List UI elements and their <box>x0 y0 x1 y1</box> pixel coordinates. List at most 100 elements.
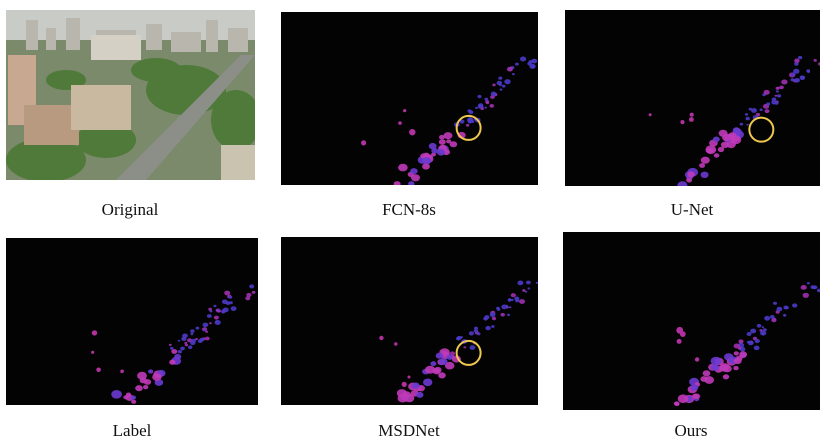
crowd-density-blob <box>191 339 196 343</box>
crowd-density-blob <box>777 307 783 312</box>
crowd-density-blob <box>205 337 210 341</box>
crowd-density-blob <box>734 358 742 364</box>
crowd-density-blob <box>511 293 516 297</box>
crowd-density-blob <box>764 90 770 95</box>
crowd-density-blob <box>760 108 763 111</box>
crowd-density-blob <box>379 336 383 340</box>
crowd-density-blob <box>723 374 729 379</box>
crowd-density-blob <box>436 353 444 359</box>
crowd-density-blob <box>515 299 519 302</box>
crowd-density-blob <box>772 98 777 102</box>
crowd-density-blob <box>750 329 756 334</box>
crowd-density-blob <box>469 110 474 114</box>
crowd-density-blob <box>209 322 212 324</box>
crowd-density-blob <box>185 344 188 347</box>
msdnet-result <box>281 237 538 405</box>
crowd-density-blob <box>776 87 780 90</box>
crowd-density-blob <box>692 394 698 399</box>
crowd-density-blob <box>740 123 744 126</box>
crowd-density-blob <box>777 94 781 97</box>
crowd-density-blob <box>412 383 420 389</box>
crowd-density-blob <box>747 341 750 343</box>
ours-result <box>563 232 820 410</box>
crowd-density-blob <box>745 113 748 116</box>
crowd-density-blob <box>394 342 397 345</box>
crowd-density-blob <box>466 124 469 127</box>
caption: MSDNet <box>279 421 539 441</box>
crowd-density-blob <box>96 368 101 373</box>
crowd-density-blob <box>502 85 506 88</box>
crowd-density-blob <box>91 351 94 354</box>
caption: FCN-8s <box>279 200 539 220</box>
crowd-density-blob <box>686 178 692 183</box>
caption: U-Net <box>562 200 822 220</box>
caption: Label <box>2 421 262 441</box>
crowd-density-blob <box>501 313 505 317</box>
crowd-density-blob <box>178 340 180 342</box>
crowd-density-blob <box>123 395 128 399</box>
crowd-density-blob <box>695 357 699 361</box>
crowd-density-blob <box>463 346 466 348</box>
crowd-density-blob <box>520 57 526 62</box>
crowd-density-blob <box>747 332 752 336</box>
crowd-density-blob <box>190 333 193 335</box>
figure: Original FCN-8s U-Net Label MSDNet Ours … <box>0 0 823 442</box>
crowd-density-blob <box>739 351 747 357</box>
crowd-density-blob <box>720 363 729 370</box>
crowd-density-blob <box>478 95 482 98</box>
crowd-density-blob <box>408 376 411 379</box>
unet-result <box>565 10 820 186</box>
crowd-density-blob <box>196 327 200 330</box>
crowd-density-blob <box>214 305 217 307</box>
fcn8s-result <box>281 12 538 185</box>
crowd-density-blob <box>793 69 799 74</box>
crowd-density-blob <box>214 316 219 320</box>
crowd-density-blob <box>501 305 507 310</box>
crowd-density-blob <box>792 303 797 307</box>
crowd-density-blob <box>444 132 453 139</box>
crowd-density-blob <box>703 370 711 376</box>
crowd-density-blob <box>224 291 230 296</box>
crowd-density-blob <box>180 347 185 351</box>
crowd-density-blob <box>519 299 525 304</box>
crowd-density-blob <box>245 296 250 300</box>
crowd-density-blob <box>229 296 233 299</box>
crowd-density-blob <box>515 63 519 66</box>
crowd-density-blob <box>791 78 795 81</box>
crowd-density-blob <box>468 118 473 122</box>
crowd-density-blob <box>190 329 194 333</box>
crowd-density-blob <box>92 330 97 335</box>
crowd-density-blob <box>649 113 652 116</box>
crowd-density-blob <box>148 369 153 373</box>
crowd-density-blob <box>491 325 495 328</box>
crowd-density-blob <box>437 149 445 156</box>
crowd-density-blob <box>757 324 762 328</box>
crowd-density-blob <box>765 109 770 113</box>
crowd-density-blob <box>144 379 151 385</box>
crowd-density-blob <box>477 332 481 335</box>
crowd-density-blob <box>215 321 217 323</box>
crowd-density-blob <box>188 345 192 349</box>
crowd-density-blob <box>446 139 451 143</box>
crowd-density-blob <box>700 376 707 382</box>
crowd-density-blob <box>398 394 408 402</box>
crowd-density-blob <box>198 339 203 343</box>
crowd-density-blob <box>783 314 786 317</box>
crowd-density-blob <box>755 339 760 343</box>
caption: Original <box>0 200 260 220</box>
crowd-density-blob <box>130 395 136 399</box>
crowd-density-blob <box>705 145 716 154</box>
crowd-density-blob <box>111 390 122 399</box>
crowd-density-blob <box>135 385 143 391</box>
crowd-density-blob <box>424 153 430 158</box>
crowd-density-blob <box>469 331 474 335</box>
crowd-density-blob <box>484 98 488 101</box>
crowd-density-blob <box>215 320 221 325</box>
crowd-density-blob <box>814 59 817 62</box>
crowd-density-blob <box>422 163 430 169</box>
crowd-density-blob <box>794 59 799 63</box>
crowd-density-blob <box>687 172 694 178</box>
crowd-density-blob <box>152 373 161 381</box>
crowd-density-blob <box>680 120 684 124</box>
crowd-density-blob <box>734 344 740 349</box>
